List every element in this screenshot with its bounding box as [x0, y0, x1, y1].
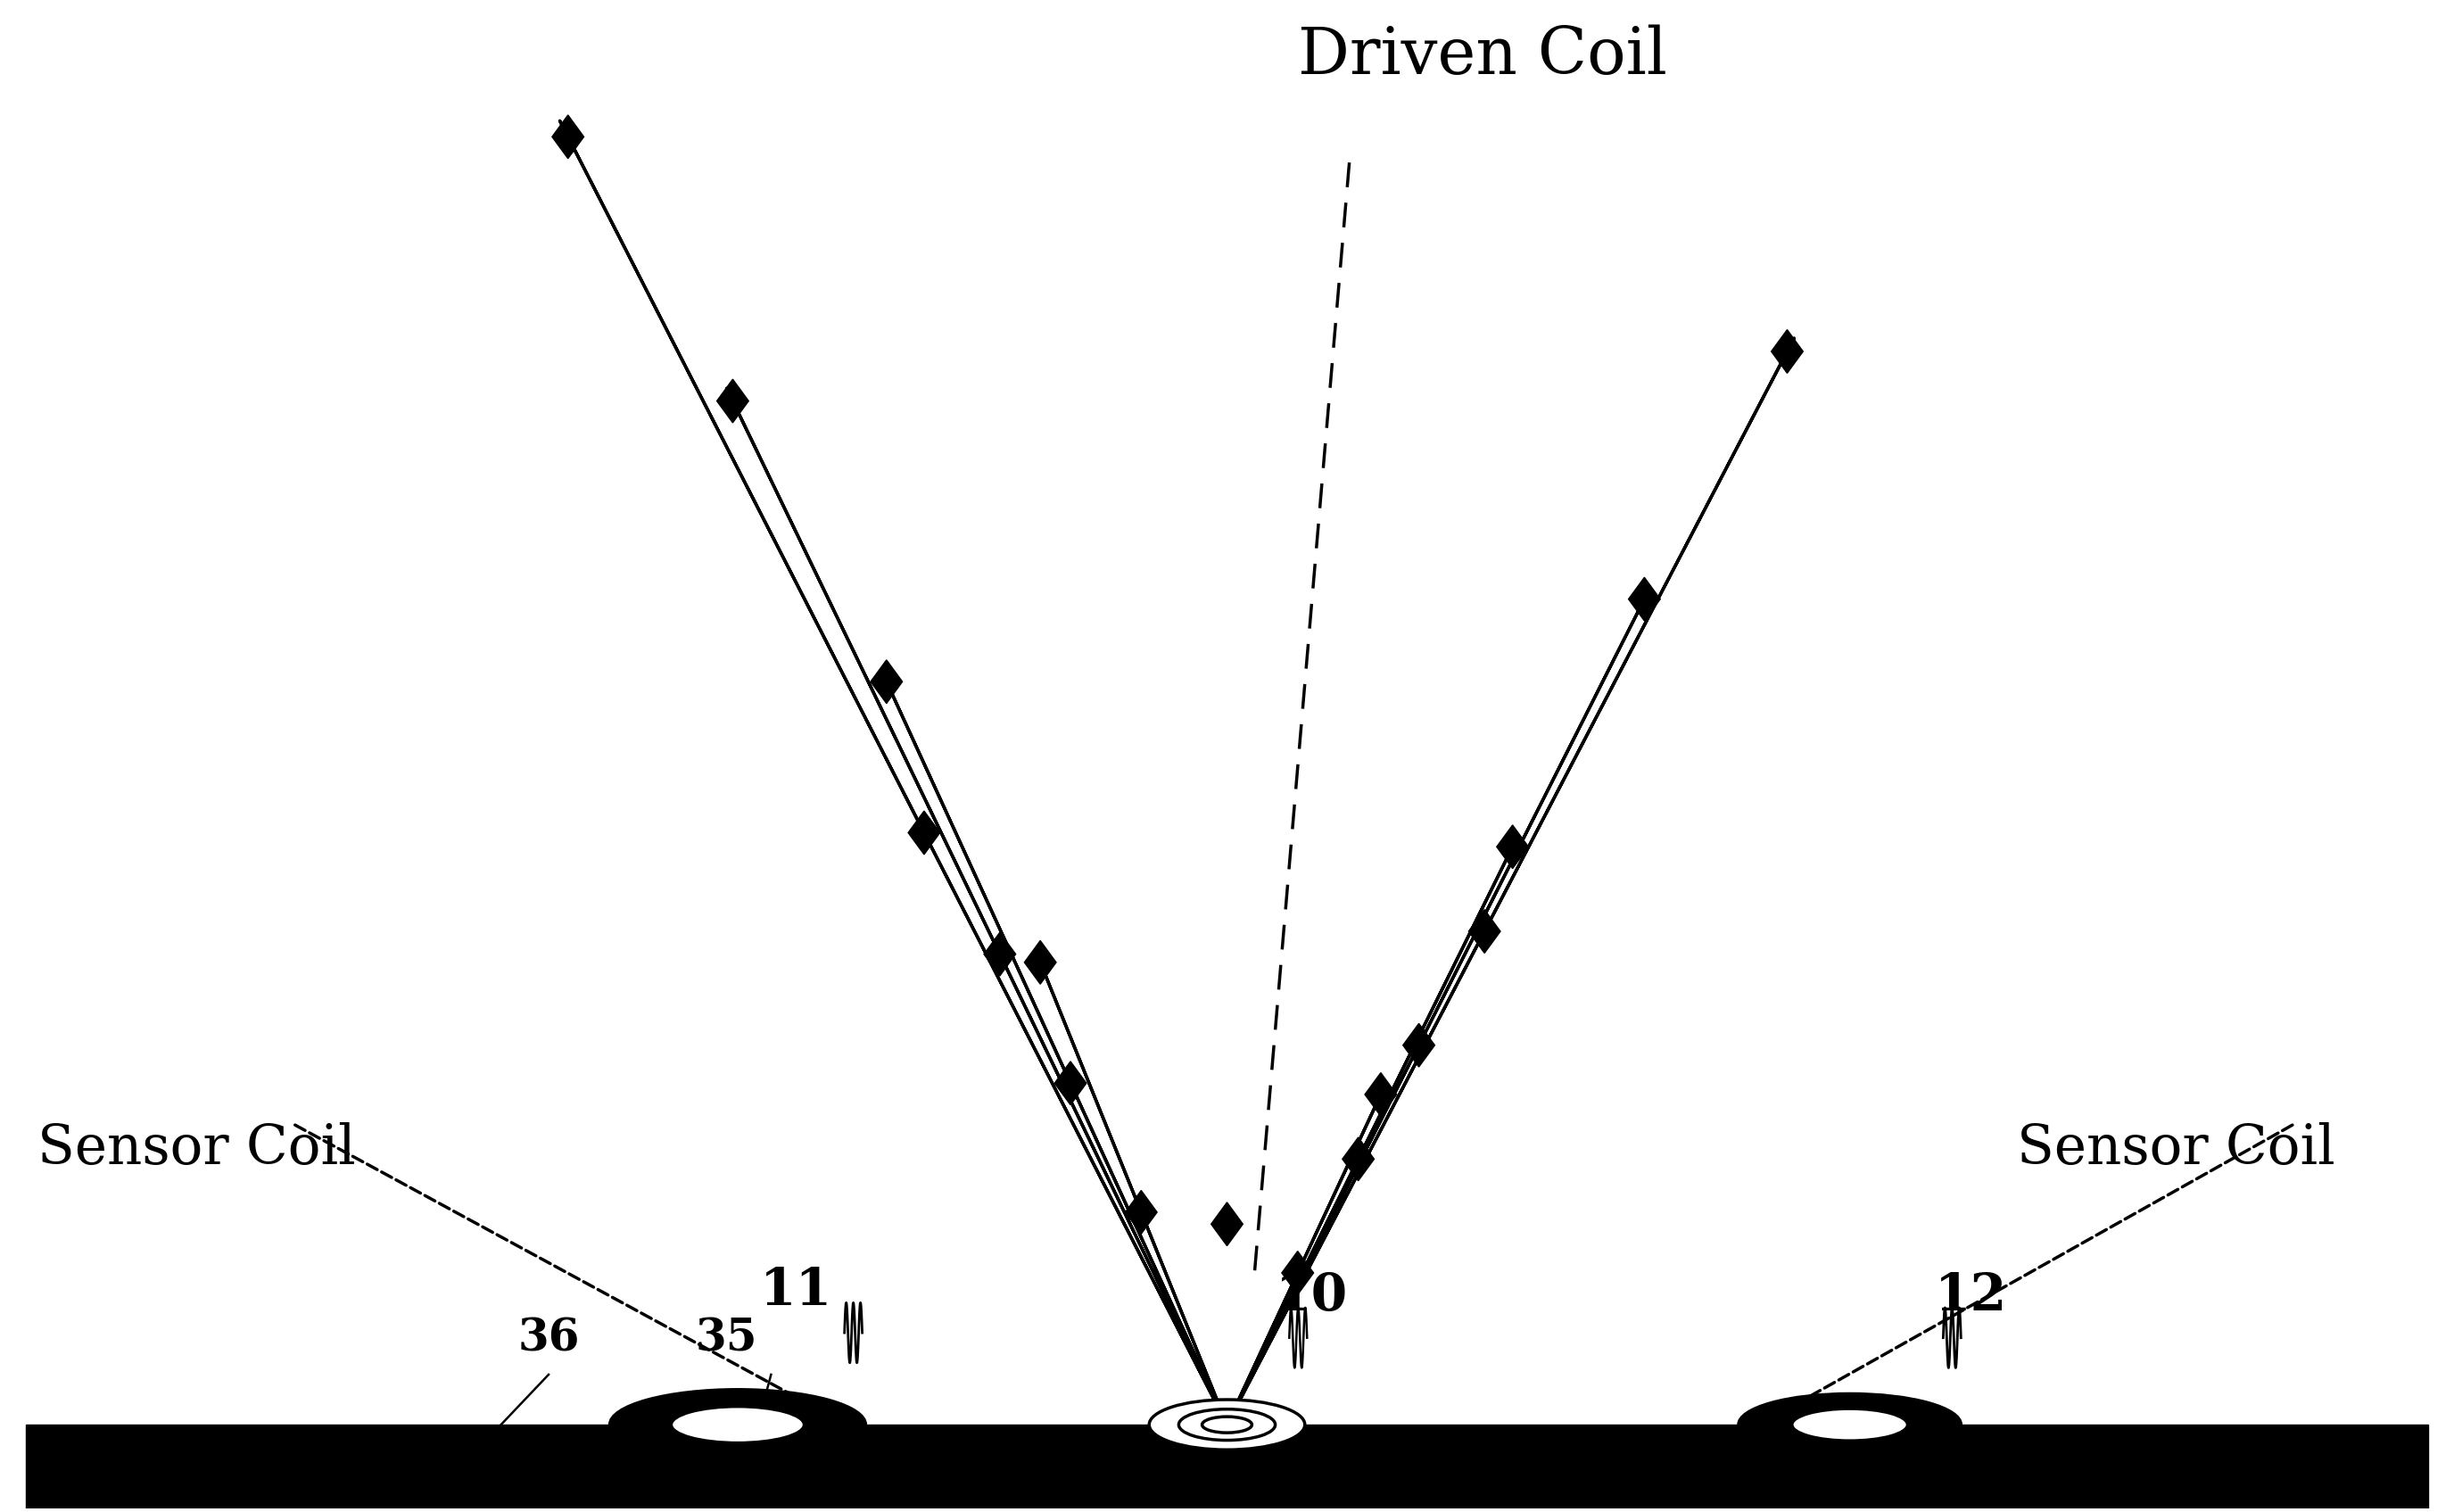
Bar	[27, 1424, 2427, 1512]
Polygon shape	[1497, 826, 1529, 868]
Ellipse shape	[609, 1390, 866, 1459]
Polygon shape	[871, 659, 903, 703]
Text: 12: 12	[1934, 1272, 2007, 1321]
Polygon shape	[1772, 330, 1804, 373]
Polygon shape	[1364, 1072, 1396, 1116]
Polygon shape	[1342, 1137, 1374, 1181]
Polygon shape	[717, 380, 748, 423]
Polygon shape	[552, 115, 584, 159]
Polygon shape	[1126, 1190, 1158, 1234]
Ellipse shape	[1737, 1394, 1961, 1456]
Polygon shape	[1212, 1202, 1242, 1246]
Polygon shape	[1055, 1061, 1087, 1105]
Ellipse shape	[1148, 1400, 1306, 1450]
Text: Sensor Coil: Sensor Coil	[2017, 1122, 2334, 1176]
Text: 35: 35	[694, 1317, 758, 1361]
Polygon shape	[1281, 1250, 1313, 1294]
Text: 10: 10	[1276, 1272, 1347, 1321]
Polygon shape	[1629, 578, 1661, 621]
Text: Driven Coil: Driven Coil	[1298, 24, 1666, 88]
Polygon shape	[984, 933, 1016, 975]
Text: 36: 36	[518, 1317, 579, 1361]
Text: Sensor Coil: Sensor Coil	[37, 1122, 356, 1176]
Ellipse shape	[1178, 1409, 1276, 1441]
Polygon shape	[908, 810, 940, 854]
Ellipse shape	[672, 1406, 805, 1442]
Text: 11: 11	[761, 1266, 832, 1315]
Polygon shape	[1404, 1024, 1436, 1067]
Polygon shape	[1023, 940, 1055, 984]
Polygon shape	[1467, 910, 1499, 953]
Ellipse shape	[1202, 1417, 1252, 1433]
Ellipse shape	[1791, 1409, 1907, 1441]
